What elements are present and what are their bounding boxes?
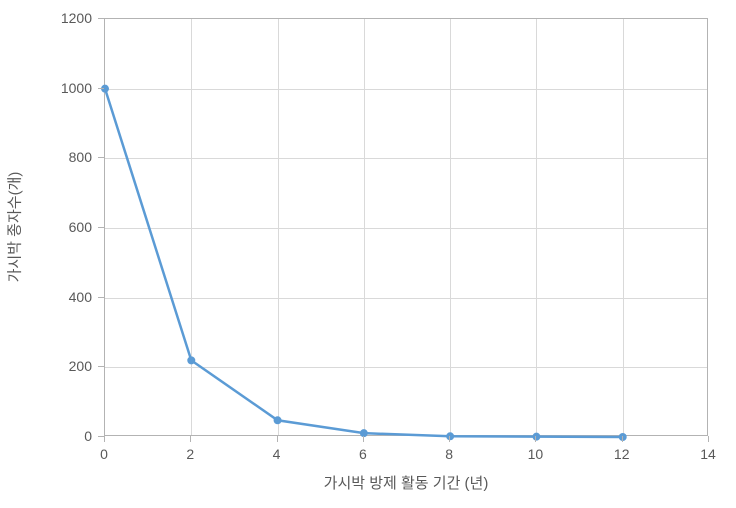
y-tick-label: 600 xyxy=(0,219,92,235)
y-tick-label: 1000 xyxy=(0,80,92,96)
x-tick-mark xyxy=(622,436,623,442)
line-layer xyxy=(105,19,709,437)
y-tick-label: 200 xyxy=(0,358,92,374)
data-point xyxy=(274,416,282,424)
y-tick-label: 0 xyxy=(0,428,92,444)
y-tick-mark xyxy=(98,88,104,89)
x-tick-label: 0 xyxy=(100,446,108,462)
x-tick-label: 12 xyxy=(614,446,630,462)
data-point xyxy=(101,85,109,93)
x-tick-label: 4 xyxy=(273,446,281,462)
y-tick-mark xyxy=(98,366,104,367)
y-tick-mark xyxy=(98,18,104,19)
x-axis-title: 가시박 방제 활동 기간 (년) xyxy=(324,472,489,493)
y-tick-label: 400 xyxy=(0,289,92,305)
x-tick-label: 2 xyxy=(186,446,194,462)
data-point xyxy=(187,356,195,364)
chart-container: 가시박 종자수(개) 가시박 방제 활동 기간 (년) 020040060080… xyxy=(0,0,736,508)
x-tick-label: 10 xyxy=(528,446,544,462)
x-tick-mark xyxy=(104,436,105,442)
x-tick-mark xyxy=(363,436,364,442)
x-tick-label: 8 xyxy=(445,446,453,462)
data-point xyxy=(446,432,454,440)
x-tick-mark xyxy=(708,436,709,442)
y-tick-label: 800 xyxy=(0,149,92,165)
x-tick-label: 14 xyxy=(700,446,716,462)
x-tick-label: 6 xyxy=(359,446,367,462)
data-point xyxy=(360,429,368,437)
x-tick-mark xyxy=(277,436,278,442)
y-tick-mark xyxy=(98,157,104,158)
plot-area xyxy=(104,18,708,436)
y-tick-mark xyxy=(98,297,104,298)
x-tick-mark xyxy=(449,436,450,442)
data-point xyxy=(619,433,627,441)
x-tick-mark xyxy=(535,436,536,442)
y-tick-label: 1200 xyxy=(0,10,92,26)
x-tick-mark xyxy=(190,436,191,442)
data-line xyxy=(105,89,623,437)
y-tick-mark xyxy=(98,227,104,228)
data-point xyxy=(532,433,540,441)
